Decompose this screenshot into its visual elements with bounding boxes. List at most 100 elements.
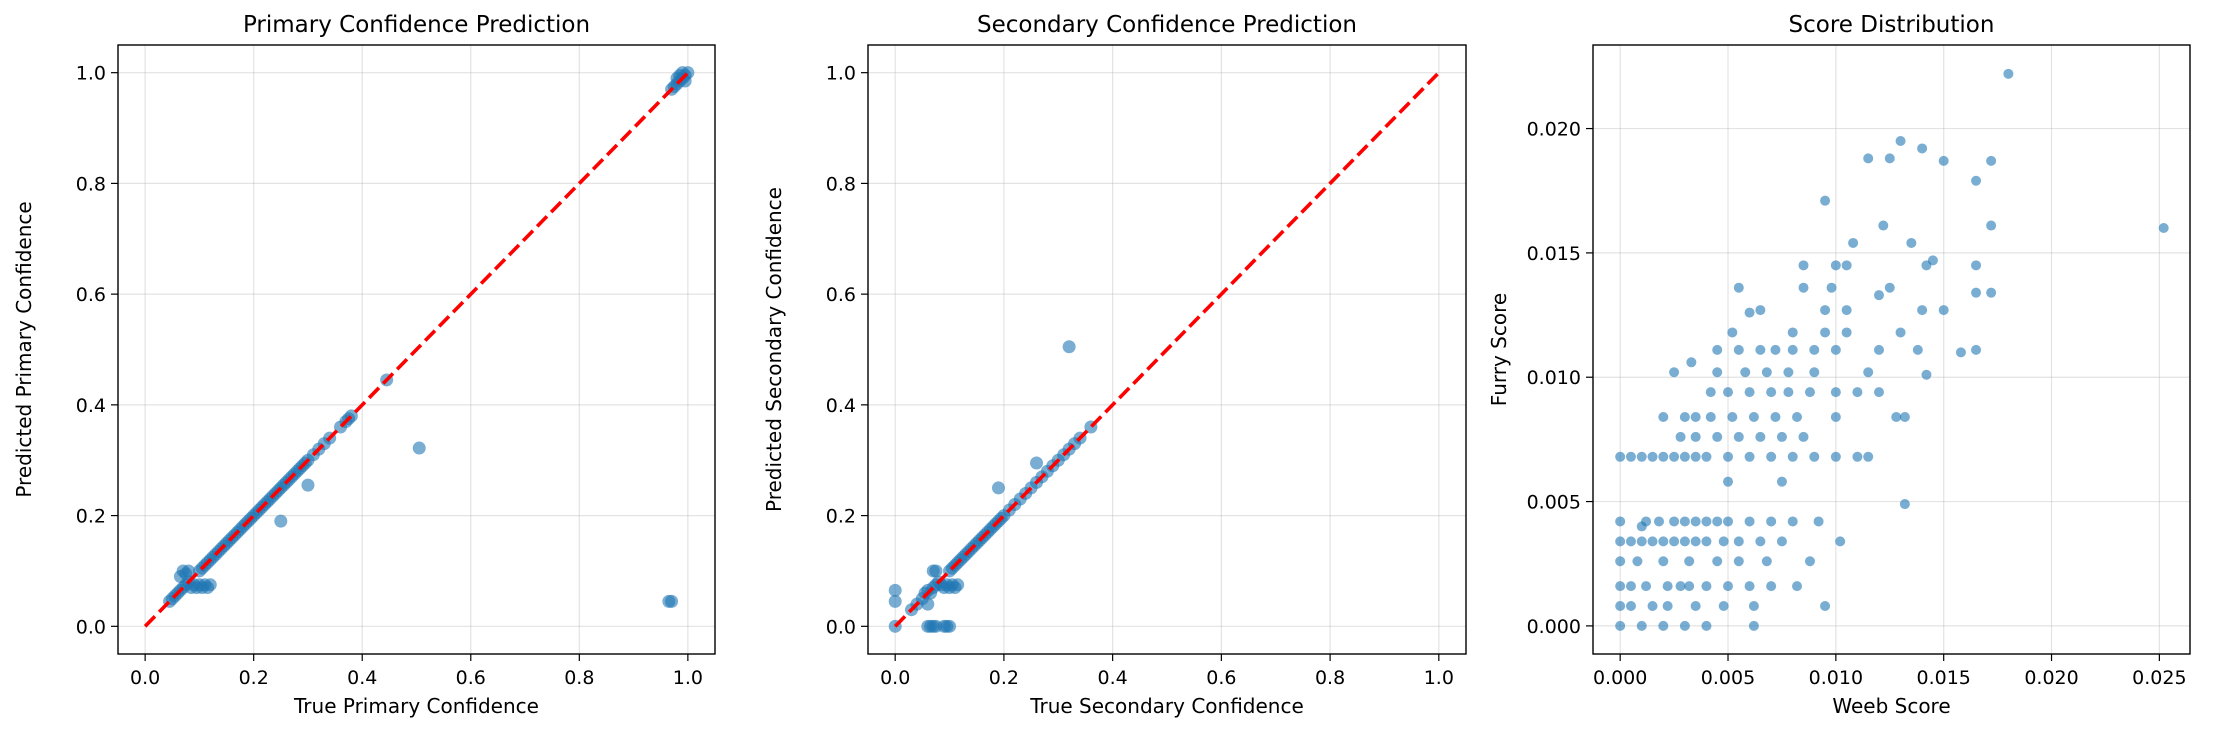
y-tick-label: 0.2: [826, 506, 856, 528]
data-point: [1748, 601, 1759, 612]
data-point: [1830, 451, 1841, 462]
data-point: [1679, 451, 1690, 462]
data-point: [1878, 220, 1889, 231]
data-point: [1744, 451, 1755, 462]
data-point: [1971, 260, 1982, 271]
data-point: [1809, 451, 1820, 462]
data-points: [888, 340, 1098, 633]
data-point: [1723, 451, 1734, 462]
data-points: [1615, 68, 2169, 631]
x-tick-label: 0.8: [564, 667, 594, 689]
x-tick-label: 0.2: [239, 667, 269, 689]
data-point: [1863, 451, 1874, 462]
data-point: [1669, 367, 1680, 378]
data-point: [1787, 327, 1798, 338]
data-point: [1625, 451, 1636, 462]
data-point: [1615, 516, 1626, 527]
data-point: [1690, 451, 1701, 462]
y-tick-label: 0.4: [76, 395, 106, 417]
x-tick-label: 0.010: [1809, 667, 1863, 689]
data-point: [1701, 451, 1712, 462]
data-point: [1787, 516, 1798, 527]
y-tick-label: 0.020: [1527, 119, 1581, 141]
y-tick-label: 0.4: [826, 395, 856, 417]
data-point: [1986, 220, 1997, 231]
data-point: [1938, 155, 1949, 166]
data-point: [1684, 581, 1695, 592]
data-point: [1679, 516, 1690, 527]
data-point: [1701, 620, 1712, 631]
x-tick-label: 0.8: [1315, 667, 1345, 689]
data-point: [1679, 536, 1690, 547]
y-tick-label: 1.0: [76, 63, 106, 85]
data-point: [1986, 155, 1997, 166]
data-point: [1744, 307, 1755, 318]
data-point: [1787, 451, 1798, 462]
y-tick-label: 1.0: [826, 63, 856, 85]
data-point: [1679, 412, 1690, 423]
data-point: [1712, 344, 1723, 355]
subplot-primary-confidence: 0.0 0.2 0.4 0.6 0.8 1.0 0.0 0.2 0.4 0.6 0.8 1.0 Prim…: [12, 12, 716, 718]
data-point: [1744, 581, 1755, 592]
data-point: [1826, 282, 1837, 293]
data-point: [1615, 620, 1626, 631]
data-point: [1740, 367, 1751, 378]
data-point: [1830, 344, 1841, 355]
y-tick-label: 0.010: [1527, 367, 1581, 389]
x-tick-label: 0.2: [989, 667, 1019, 689]
y-axis-label: Predicted Primary Confidence: [12, 201, 36, 497]
y-axis-label: Furry Score: [1487, 293, 1511, 406]
x-tick-label: 0.4: [347, 667, 377, 689]
data-point: [1895, 135, 1906, 146]
data-point: [1783, 367, 1794, 378]
data-point: [1615, 451, 1626, 462]
data-point: [1641, 581, 1652, 592]
data-point: [2003, 68, 2014, 79]
chart-title: Primary Confidence Prediction: [243, 12, 590, 38]
x-tick-label: 0.000: [1593, 667, 1647, 689]
data-point: [1863, 367, 1874, 378]
reference-line: [893, 71, 1441, 628]
data-point: [1658, 412, 1669, 423]
data-point: [1632, 556, 1643, 567]
data-point: [1884, 282, 1895, 293]
data-point: [1727, 412, 1738, 423]
x-axis-label: Weeb Score: [1832, 694, 1950, 718]
x-tick-label: 0.005: [1701, 667, 1755, 689]
data-point: [1733, 556, 1744, 567]
data-point: [301, 478, 315, 492]
data-point: [1830, 412, 1841, 423]
data-point: [1835, 536, 1846, 547]
data-point: [1906, 237, 1917, 248]
data-point: [1755, 344, 1766, 355]
x-axis-label: True Primary Confidence: [293, 694, 539, 718]
data-point: [1770, 412, 1781, 423]
data-point: [1776, 476, 1787, 487]
data-point: [1701, 536, 1712, 547]
x-tick-label: 1.0: [1424, 667, 1454, 689]
data-point: [1647, 601, 1658, 612]
reference-line: [143, 71, 690, 628]
data-point: [1653, 516, 1664, 527]
data-point: [1675, 581, 1686, 592]
data-point: [1766, 516, 1777, 527]
data-point: [1690, 601, 1701, 612]
data-point: [991, 481, 1005, 495]
data-point: [1684, 556, 1695, 567]
data-point: [2158, 223, 2169, 234]
data-point: [1625, 581, 1636, 592]
data-point: [1727, 327, 1738, 338]
data-point: [1912, 344, 1923, 355]
y-tick-label: 0.8: [826, 173, 856, 195]
y-tick-label: 0.2: [76, 506, 106, 528]
data-point: [1636, 451, 1647, 462]
data-point: [1986, 287, 1997, 298]
data-point: [1669, 516, 1680, 527]
data-point: [1733, 282, 1744, 293]
data-point: [1733, 431, 1744, 442]
data-point: [1809, 344, 1820, 355]
data-point: [1921, 369, 1932, 380]
x-tick-label: 0.0: [130, 667, 160, 689]
data-point: [1852, 387, 1863, 398]
y-axis-label: Predicted Secondary Confidence: [762, 187, 786, 512]
